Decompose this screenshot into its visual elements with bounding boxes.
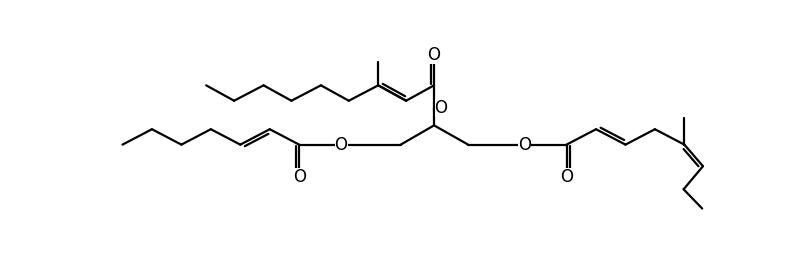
Text: O: O <box>518 136 531 154</box>
Text: O: O <box>434 99 448 117</box>
Text: O: O <box>427 46 441 64</box>
Text: O: O <box>560 168 573 186</box>
Text: O: O <box>293 168 306 186</box>
Text: O: O <box>334 136 348 154</box>
